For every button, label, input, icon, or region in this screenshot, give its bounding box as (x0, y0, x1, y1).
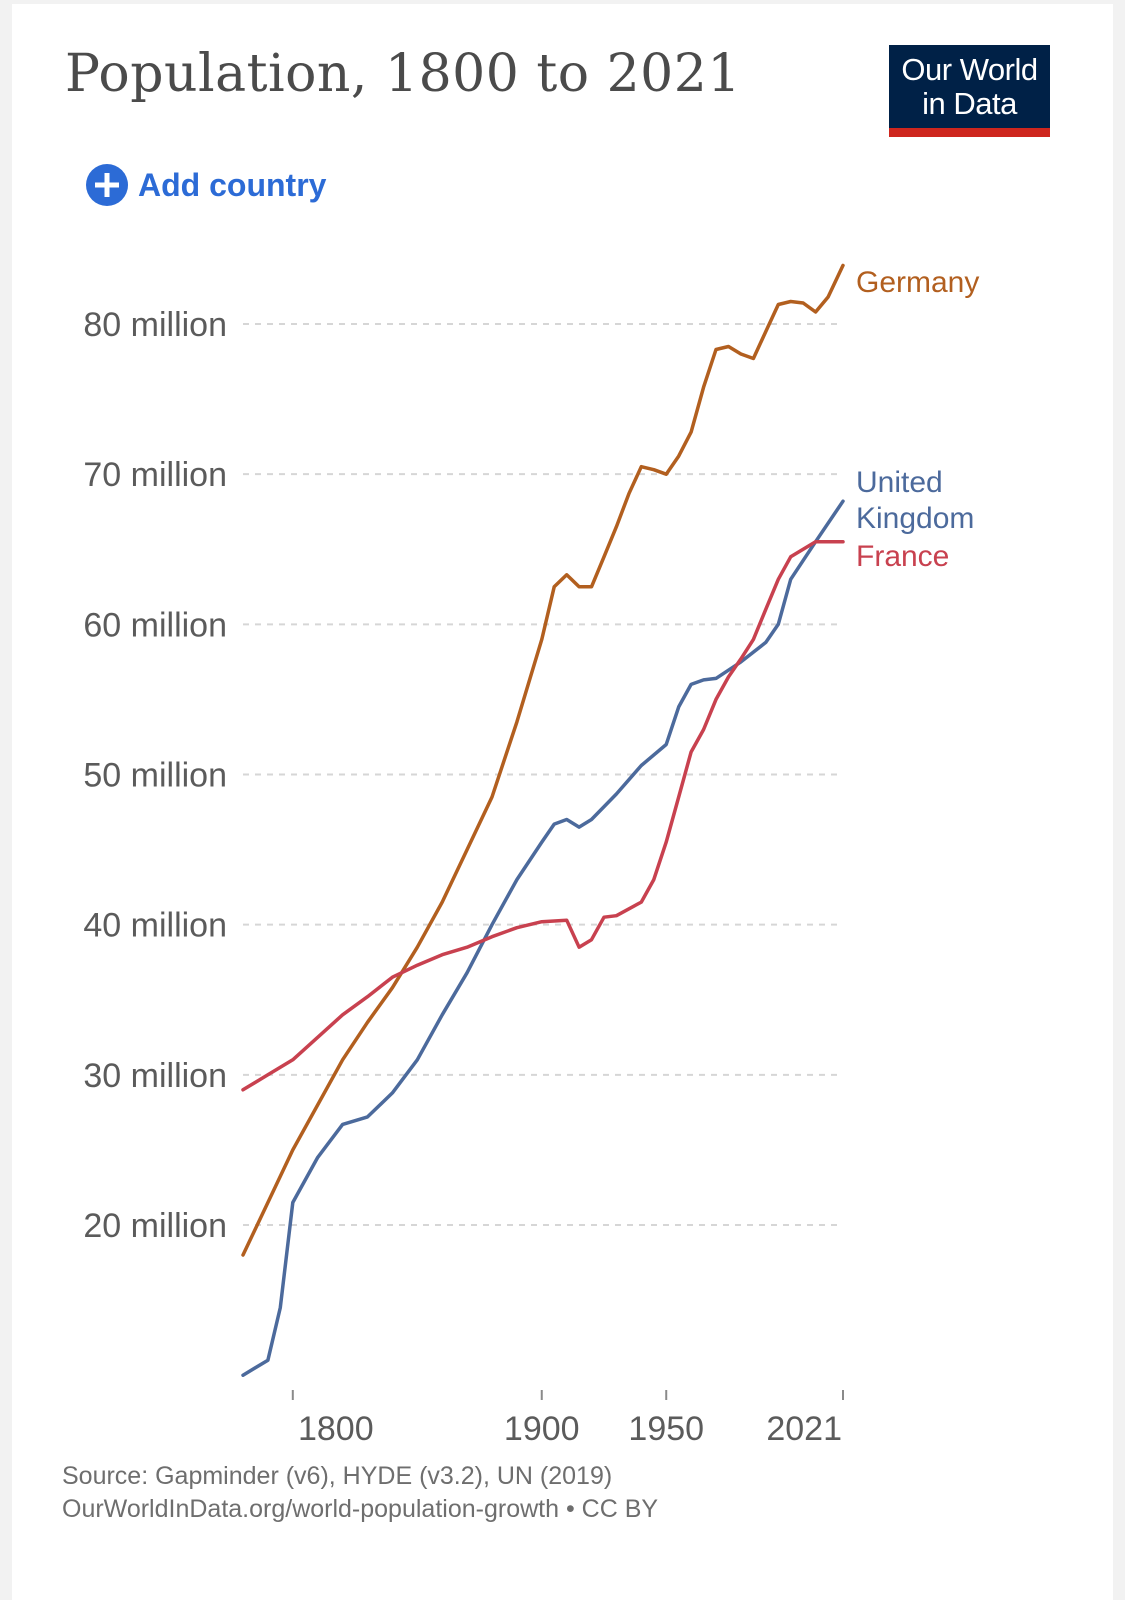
source-line: Source: Gapminder (v6), HYDE (v3.2), UN … (62, 1462, 613, 1490)
series-line[interactable] (241, 539, 845, 1092)
y-tick-label: 30 million (83, 1057, 227, 1095)
source-note: Source: Gapminder (v6), HYDE (v3.2), UN … (62, 1460, 658, 1526)
grid-lines (243, 323, 843, 1226)
x-tick-label: 1800 (298, 1410, 374, 1448)
y-tick-label: 40 million (83, 907, 227, 945)
logo-line-1: Our World (901, 52, 1038, 87)
owid-logo[interactable]: Our World in Data (889, 45, 1050, 137)
y-tick-label: 70 million (83, 456, 227, 494)
x-tick-label: 2021 (766, 1410, 842, 1448)
y-tick-label: 60 million (83, 606, 227, 644)
add-country-label: Add country (138, 166, 327, 203)
x-axis-ticks: 1800 1900 1950 2021 (291, 1390, 844, 1448)
plus-circle-icon (86, 164, 128, 206)
add-country-button[interactable]: Add country (86, 164, 326, 206)
y-tick-label: 80 million (83, 306, 227, 344)
series-label[interactable]: Kingdom (856, 502, 974, 535)
series-label[interactable]: Germany (856, 266, 979, 299)
x-tick-label: 1950 (628, 1410, 704, 1448)
source-url-line[interactable]: OurWorldInData.org/world-population-grow… (62, 1495, 659, 1523)
series-label[interactable]: United (856, 466, 943, 499)
series-lines (241, 263, 845, 1377)
logo-line-2: in Data (922, 86, 1017, 121)
y-tick-label: 50 million (83, 757, 227, 795)
y-axis-ticks: 20 million 30 million 40 million 50 million… (83, 306, 227, 1245)
series-label[interactable]: France (856, 540, 949, 573)
chart-title: Population, 1800 to 2021 (65, 44, 741, 104)
y-tick-label: 20 million (83, 1207, 227, 1245)
x-tick-label: 1900 (504, 1410, 580, 1448)
chart-card: Population, 1800 to 2021 Our World in Da… (12, 4, 1113, 1600)
series-line[interactable] (241, 263, 845, 1257)
